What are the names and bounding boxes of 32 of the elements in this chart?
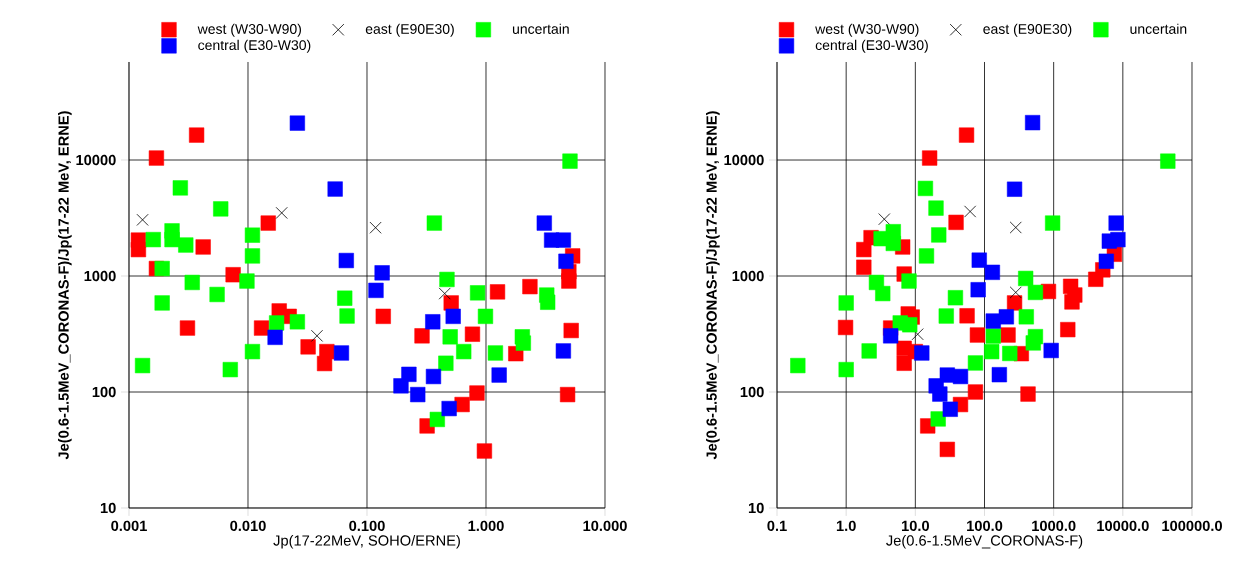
x-axis-title: Jp(17-22MeV, SOHO/ERNE) <box>273 534 460 549</box>
legend-label: central (E30-W30) <box>815 39 928 53</box>
x-tick-label: 10000.0 <box>1097 520 1149 532</box>
x-tick-label: 1000.0 <box>1032 520 1076 532</box>
x-tick-label: 0.1 <box>767 520 787 532</box>
y-tick-label: 1000 <box>84 270 116 282</box>
y-tick-label: 10 <box>748 502 764 514</box>
y-tick-label: 100 <box>92 386 116 398</box>
legend-label: east (E90E30) <box>365 23 454 37</box>
x-tick-label: 1.000 <box>468 520 504 532</box>
y-tick-label: 10000 <box>76 154 116 166</box>
legend-label: central (E30-W30) <box>198 39 311 53</box>
y-axis-title: Je(0.6-1.5MeV_CORONAS-F)/Jp(17-22 MeV, ERNE) <box>706 111 720 460</box>
legend-label: west (W30-W90) <box>815 23 919 37</box>
x-tick-label: 0.001 <box>111 520 147 532</box>
legend-label: east (E90E30) <box>983 23 1072 37</box>
legend-label: uncertain <box>1130 23 1187 34</box>
y-tick-label: 10000 <box>724 154 764 166</box>
y-axis-title: Je(0.6-1.5MeV_CORONAS-F)/Jp(17-22 MeV, ERNE) <box>58 111 72 460</box>
x-tick-label: 10.000 <box>583 520 627 532</box>
legend-label: west (W30-W90) <box>197 23 301 37</box>
x-tick-label: 10.0 <box>901 520 929 532</box>
x-tick-label: 1.0 <box>836 520 856 532</box>
x-tick-label: 0.010 <box>230 520 266 532</box>
x-tick-label: 100000.0 <box>1162 520 1222 532</box>
y-tick-label: 10 <box>100 502 116 514</box>
x-tick-label: 100.0 <box>967 520 1003 532</box>
y-tick-label: 100 <box>740 386 764 398</box>
x-tick-label: 0.100 <box>349 520 385 532</box>
x-axis-title: Je(0.6-1.5MeV_CORONAS-F) <box>886 534 1083 549</box>
legend-label: uncertain <box>512 23 569 34</box>
y-tick-label: 1000 <box>732 270 764 282</box>
